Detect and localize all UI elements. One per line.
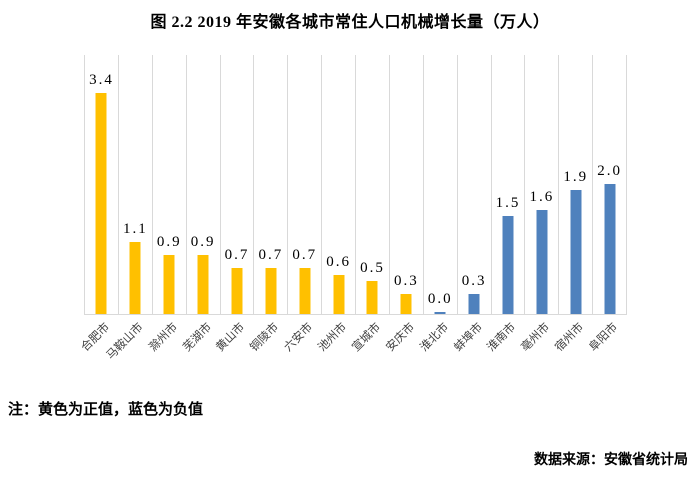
bar-positive bbox=[163, 255, 175, 314]
category-cell: 0.9 滁州市 bbox=[147, 55, 186, 354]
x-axis-label: 蚌埠市 bbox=[451, 321, 485, 355]
x-axis-label: 滁州市 bbox=[146, 321, 180, 355]
category-cell: 0.6 池州市 bbox=[316, 55, 355, 354]
x-axis-label: 宿州市 bbox=[553, 321, 587, 355]
bar-positive bbox=[197, 255, 209, 314]
category-cell: 1.5 淮南市 bbox=[486, 55, 525, 354]
bar-value-label: 0.0 bbox=[427, 291, 453, 307]
bar-value-label: 2.0 bbox=[597, 163, 622, 179]
category-cell: 1.9 宿州市 bbox=[553, 55, 592, 354]
plot-area: 3.4 合肥市 1.1 马鞍山市 0.9 滁州市 0.9 芜湖市 0.7 黄山市 0.7 铜陵市 0.7… bbox=[79, 55, 627, 362]
bar-positive bbox=[299, 268, 311, 314]
bar-positive bbox=[95, 93, 107, 314]
category-cell: 1.6 亳州市 bbox=[520, 55, 558, 354]
x-axis-label: 宣城市 bbox=[350, 321, 384, 355]
bar-value-label: 0.9 bbox=[190, 234, 216, 250]
bar-value-label: 1.1 bbox=[122, 221, 148, 237]
x-axis-label: 池州市 bbox=[316, 321, 350, 355]
bar-value-label: 0.7 bbox=[258, 247, 284, 263]
data-source: 数据来源：安徽省统计局 bbox=[534, 453, 688, 468]
x-axis-label: 芜湖市 bbox=[180, 321, 214, 355]
x-axis-label: 六安市 bbox=[282, 321, 316, 355]
x-axis-label: 淮南市 bbox=[485, 321, 519, 355]
bar-value-label: 1.6 bbox=[529, 189, 555, 205]
category-cell: 0.3 安庆市 bbox=[384, 55, 423, 354]
category-cell: 0.5 宣城市 bbox=[350, 55, 389, 354]
bar-positive bbox=[366, 281, 378, 314]
x-axis-label: 淮北市 bbox=[417, 321, 451, 355]
x-axis-label: 亳州市 bbox=[519, 321, 553, 355]
category-cell: 0.0 淮北市 bbox=[418, 55, 457, 354]
bar-value-label: 0.5 bbox=[360, 260, 385, 276]
bar-negative bbox=[502, 216, 514, 314]
bar-value-label: 0.3 bbox=[393, 273, 419, 289]
bar-positive bbox=[265, 268, 277, 314]
x-axis-label: 铜陵市 bbox=[248, 321, 282, 355]
category-cell: 0.3 蚌埠市 bbox=[452, 55, 491, 354]
category-cell: 1.1 马鞍山市 bbox=[105, 55, 152, 362]
bar-value-label: 0.9 bbox=[156, 234, 182, 250]
category-cell: 0.7 铜陵市 bbox=[249, 55, 287, 354]
bar-negative bbox=[604, 184, 616, 314]
bar-positive bbox=[333, 275, 345, 314]
x-axis-label: 黄山市 bbox=[214, 321, 248, 355]
bar-value-label: 0.6 bbox=[326, 254, 351, 270]
bar-negative bbox=[536, 210, 548, 314]
bar-positive bbox=[129, 242, 141, 314]
x-axis-label: 安庆市 bbox=[384, 321, 417, 355]
bar-value-label: 0.7 bbox=[292, 247, 318, 263]
bar-negative bbox=[434, 312, 446, 314]
chart-title: 图 2.2 2019 年安徽各城市常住人口机械增长量（万人） bbox=[150, 14, 550, 31]
category-cell: 0.7 黄山市 bbox=[215, 55, 254, 354]
x-axis-label: 阜阳市 bbox=[587, 321, 621, 355]
bar-value-label: 0.3 bbox=[461, 273, 487, 289]
category-cell: 3.4 合肥市 bbox=[79, 55, 118, 354]
category-cell: 0.7 六安市 bbox=[282, 55, 321, 354]
bar-negative bbox=[570, 190, 582, 314]
bar-positive bbox=[400, 294, 412, 314]
bar-value-label: 1.5 bbox=[495, 195, 521, 211]
bar-negative bbox=[468, 294, 480, 314]
bar-value-label: 3.4 bbox=[89, 72, 114, 88]
bar-value-label: 0.7 bbox=[224, 247, 250, 263]
bar-value-label: 1.9 bbox=[563, 169, 589, 185]
category-cell: 2.0 阜阳市 bbox=[587, 55, 626, 354]
category-cell: 0.9 芜湖市 bbox=[181, 55, 220, 354]
bar-positive bbox=[231, 268, 243, 314]
color-note: 注：黄色为正值，蓝色为负值 bbox=[8, 402, 204, 418]
